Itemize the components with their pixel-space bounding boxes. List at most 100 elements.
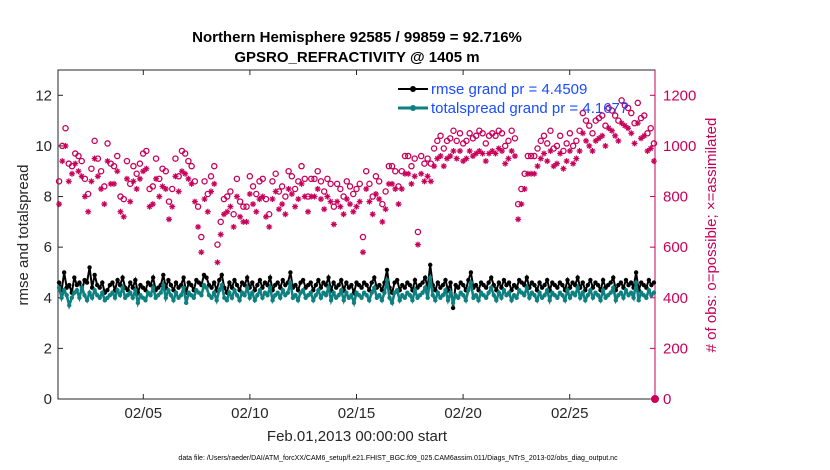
obs-assimilated-point	[153, 175, 160, 182]
spread-point	[313, 293, 319, 298]
obs-assimilated-point	[437, 153, 444, 160]
obs-assimilated-point	[165, 216, 172, 223]
obs-possible-point	[78, 157, 85, 165]
obs-possible-point	[317, 178, 325, 185]
spread-point	[468, 280, 474, 285]
obs-assimilated-point	[214, 259, 221, 266]
spread-point	[77, 295, 82, 300]
obs-possible-point	[327, 180, 334, 188]
spread-point	[112, 295, 118, 300]
obs-assimilated-point	[182, 170, 189, 177]
obs-assimilated-point	[279, 201, 286, 208]
obs-assimilated-point	[327, 198, 334, 205]
obs-possible-point	[647, 124, 654, 132]
spread-point	[544, 287, 550, 293]
obs-possible-point	[130, 162, 137, 170]
spread-point	[349, 293, 354, 298]
obs-assimilated-point	[379, 218, 386, 225]
obs-assimilated-point	[88, 178, 95, 185]
obs-assimilated-point	[502, 160, 509, 167]
spread-point	[247, 295, 252, 300]
y-tick-label-left: 10	[35, 138, 52, 155]
obs-possible-point	[589, 130, 596, 137]
obs-assimilated-point	[130, 178, 137, 185]
obs-possible-point	[424, 155, 431, 162]
obs-assimilated-point	[334, 198, 341, 205]
obs-assimilated-point	[456, 147, 463, 154]
spread-point	[351, 300, 357, 306]
spread-point	[443, 287, 448, 293]
obs-assimilated-point	[366, 198, 373, 205]
rmse-point	[105, 287, 110, 293]
spread-point	[377, 293, 382, 298]
spread-point	[285, 290, 291, 295]
obs-possible-point	[201, 178, 208, 185]
spread-point	[300, 287, 306, 293]
spread-point	[328, 298, 334, 303]
spread-point	[227, 290, 232, 295]
obs-assimilated-point	[185, 175, 192, 182]
rmse-point	[483, 285, 489, 290]
obs-possible-point	[401, 152, 409, 160]
spread-point	[178, 293, 184, 298]
spread-point	[369, 290, 374, 295]
spread-point	[422, 285, 428, 290]
spread-point	[425, 295, 430, 300]
spread-point	[275, 290, 280, 295]
obs-assimilated-point	[211, 180, 218, 187]
obs-assimilated-point	[599, 132, 606, 139]
spread-point	[204, 285, 209, 290]
obs-possible-point	[340, 193, 347, 200]
obs-assimilated-point	[450, 147, 457, 154]
rmse-point	[412, 277, 418, 283]
obs-assimilated-point	[602, 142, 609, 149]
obs-assimilated-point	[175, 188, 182, 195]
obs-assimilated-point	[120, 213, 127, 220]
spread-point	[64, 293, 69, 298]
rmse-point	[448, 280, 453, 285]
x-tick-label: 02/20	[444, 405, 482, 422]
spread-point	[209, 295, 214, 300]
obs-possible-point	[414, 228, 422, 236]
rmse-point	[110, 280, 115, 285]
spread-point	[547, 298, 552, 303]
rmse-point	[486, 280, 491, 285]
rmse-point	[506, 280, 512, 285]
rmse-point	[473, 282, 479, 288]
spread-point	[621, 295, 626, 300]
rmse-point	[336, 282, 341, 288]
obs-assimilated-point	[101, 201, 108, 208]
obs-assimilated-point	[156, 193, 163, 200]
obs-possible-point	[628, 109, 635, 117]
spread-point	[237, 298, 242, 303]
rmse-point	[501, 277, 507, 283]
spread-point	[110, 290, 115, 295]
obs-assimilated-point	[75, 168, 82, 175]
spread-point	[56, 285, 62, 290]
rmse-point	[544, 277, 550, 283]
obs-assimilated-point	[350, 208, 357, 215]
spread-point	[489, 285, 494, 290]
obs-assimilated-point	[117, 208, 124, 215]
obs-possible-point	[611, 112, 619, 119]
obs-assimilated-point	[311, 193, 318, 200]
rmse-point	[600, 277, 606, 283]
obs-assimilated-point	[269, 196, 276, 203]
rmse-point	[168, 282, 174, 288]
rmse-point	[339, 277, 344, 283]
y-tick-label-right: 0	[663, 391, 671, 408]
obs-assimilated-point	[553, 160, 560, 167]
obs-possible-point	[375, 178, 383, 185]
obs-possible-point	[337, 185, 344, 193]
obs-possible-point	[282, 193, 289, 200]
obs-assimilated-point	[266, 223, 273, 230]
obs-assimilated-point	[347, 201, 354, 208]
obs-assimilated-point	[615, 137, 622, 144]
obs-possible-point	[314, 167, 321, 175]
obs-possible-point	[382, 188, 389, 195]
spread-point	[270, 298, 275, 303]
obs-assimilated-point	[453, 155, 460, 162]
spread-point	[583, 298, 588, 303]
spread-point	[97, 295, 102, 300]
rmse-point	[87, 265, 92, 270]
